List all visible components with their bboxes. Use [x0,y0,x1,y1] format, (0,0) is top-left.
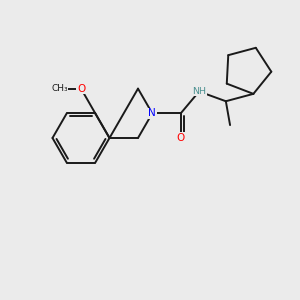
Text: O: O [177,133,185,142]
Text: N: N [148,108,156,118]
Text: O: O [77,83,85,94]
Text: CH₃: CH₃ [51,84,68,93]
Text: NH: NH [192,87,206,96]
